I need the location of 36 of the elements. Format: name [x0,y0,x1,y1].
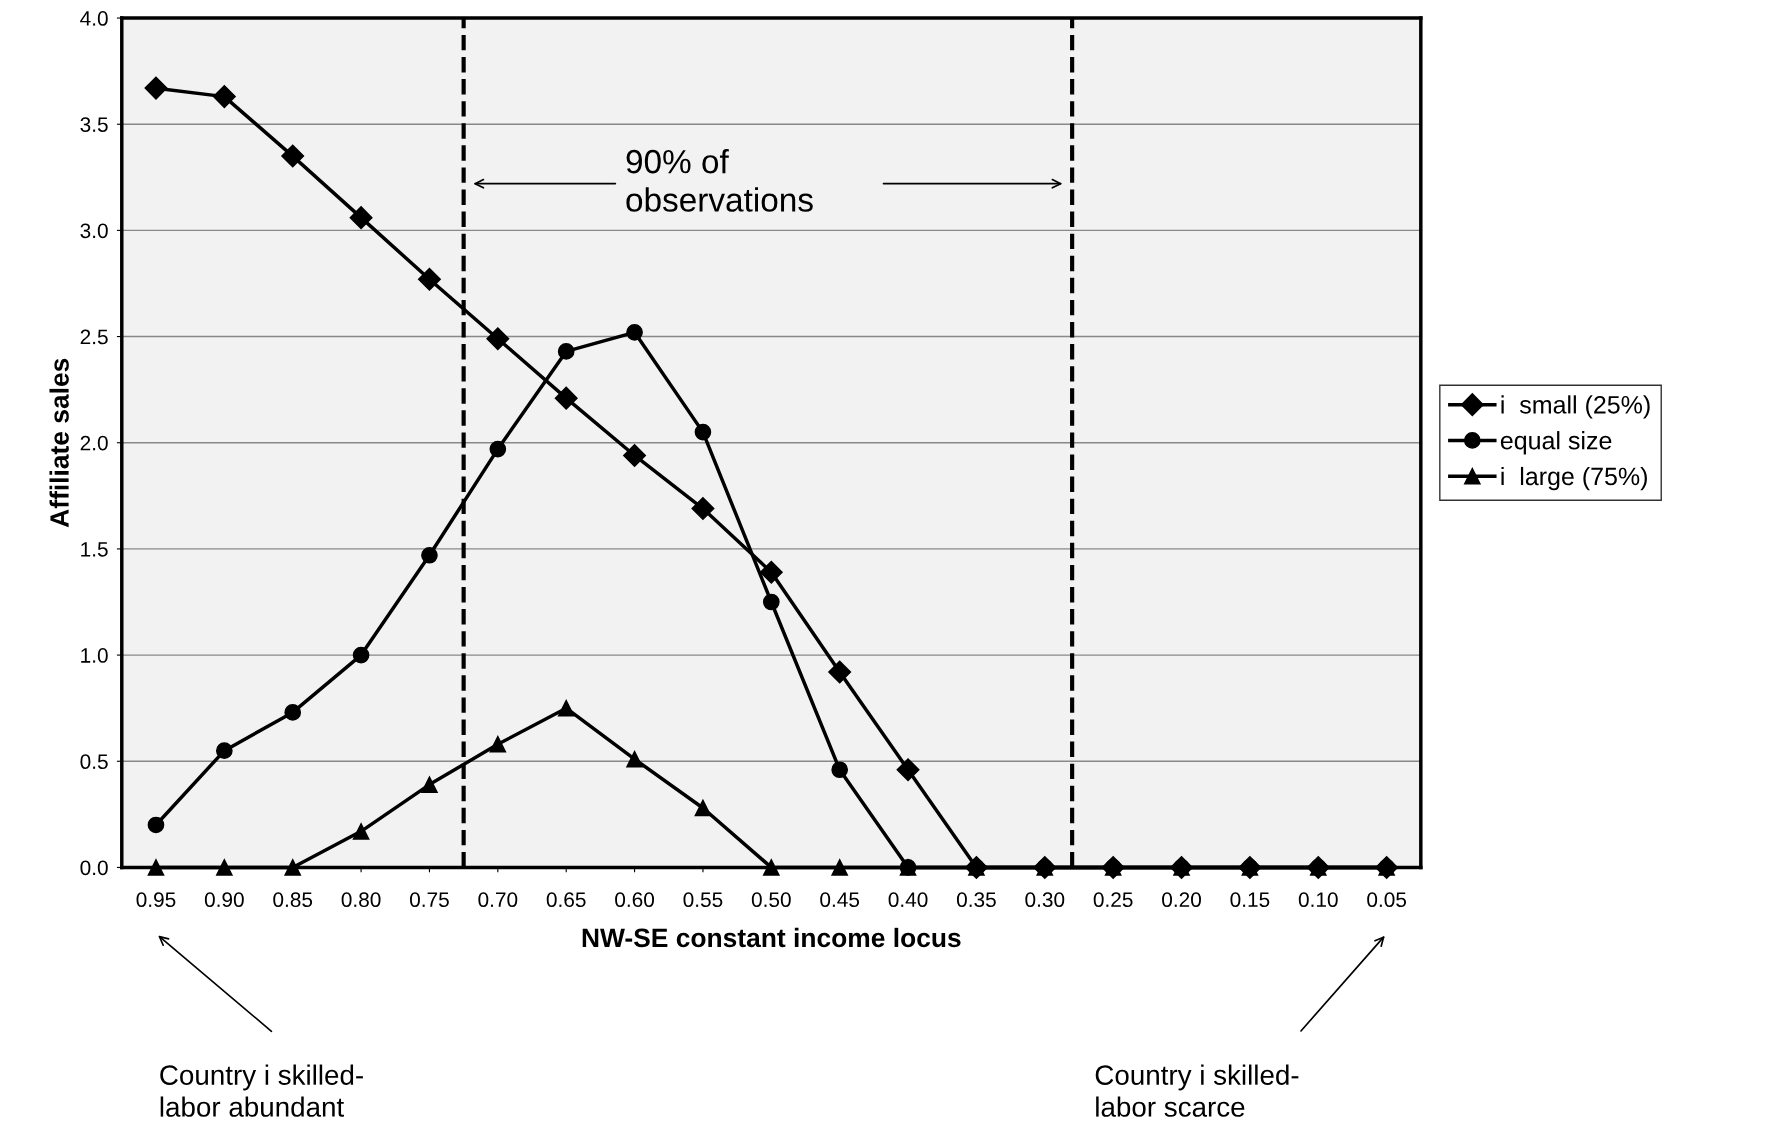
x-tick-label: 0.75 [409,892,449,908]
x-tick-label: 0.10 [1298,892,1338,908]
y-tick-label: 4.0 [80,11,108,26]
x-axis-title: NW-SE constant income locus [582,927,961,948]
y-axis-title: Affiliate sales [49,358,69,528]
x-tick-label: 0.50 [751,892,791,908]
y-tick-label: 2.5 [80,329,108,345]
legend-label: i small (25%) [1501,395,1650,419]
x-tick-label: 0.45 [820,892,860,908]
y-tick-label: 1.5 [81,542,108,557]
x-tick-label: 0.80 [341,892,381,908]
legend-label: equal size [1500,431,1612,455]
y-tick-label: 2.0 [80,435,108,451]
y-tick-label: 0.0 [80,860,108,876]
x-tick-label: 0.85 [273,892,313,908]
x-tick-label: 0.70 [478,892,518,908]
x-tick-label: 0.95 [136,892,176,908]
x-tick-label: 0.55 [683,892,723,908]
y-tick-label: 3.5 [80,117,108,132]
text: Country i skilled- labor abundant [160,1064,363,1117]
x-tick-label: 0.90 [204,892,244,908]
y-tick-label: 3.0 [80,223,108,239]
x-tick-label: 0.40 [888,892,928,908]
x-tick-label: 0.20 [1162,892,1201,908]
x-tick-label: 0.05 [1367,892,1407,908]
y-tick-label: 1.0 [81,648,108,663]
x-tick-label: 0.35 [956,892,996,908]
x-tick-label: 0.30 [1025,892,1065,908]
y-tick-label: 0.5 [80,754,108,770]
text: Country i skilled- labor scarce [1095,1064,1299,1117]
x-tick-label: 0.65 [546,892,586,908]
legend-label: i large (75%) [1501,466,1647,491]
x-tick-label: 0.25 [1093,892,1133,908]
annotation: 90% of observations [626,149,813,212]
x-tick-label: 0.60 [615,892,655,908]
x-tick-label: 0.15 [1230,892,1270,908]
